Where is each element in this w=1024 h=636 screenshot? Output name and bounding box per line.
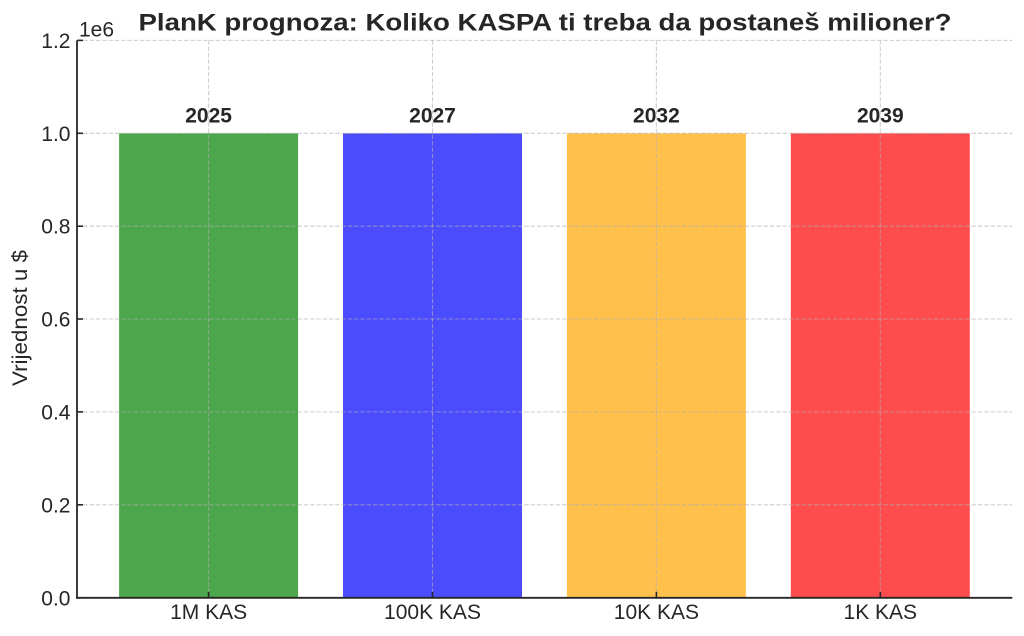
svg-text:2027: 2027 — [409, 105, 456, 128]
svg-text:1.2: 1.2 — [41, 30, 70, 53]
svg-text:PlanK prognoza: Koliko KASPA t: PlanK prognoza: Koliko KASPA ti treba da… — [139, 10, 952, 37]
svg-text:0.0: 0.0 — [41, 587, 70, 610]
svg-text:2039: 2039 — [857, 105, 904, 128]
svg-text:0.2: 0.2 — [41, 494, 70, 517]
svg-text:2025: 2025 — [185, 105, 232, 128]
svg-text:100K KAS: 100K KAS — [384, 601, 481, 624]
svg-text:1M KAS: 1M KAS — [170, 601, 247, 624]
svg-text:1K KAS: 1K KAS — [844, 601, 918, 624]
svg-text:0.4: 0.4 — [41, 401, 71, 424]
svg-text:1.0: 1.0 — [41, 123, 70, 146]
svg-text:0.6: 0.6 — [41, 309, 70, 332]
svg-text:1e6: 1e6 — [79, 19, 114, 42]
svg-text:Vrijednost u $: Vrijednost u $ — [9, 250, 32, 386]
svg-text:0.8: 0.8 — [41, 216, 70, 239]
svg-text:2032: 2032 — [633, 105, 680, 128]
svg-text:10K KAS: 10K KAS — [614, 601, 699, 624]
